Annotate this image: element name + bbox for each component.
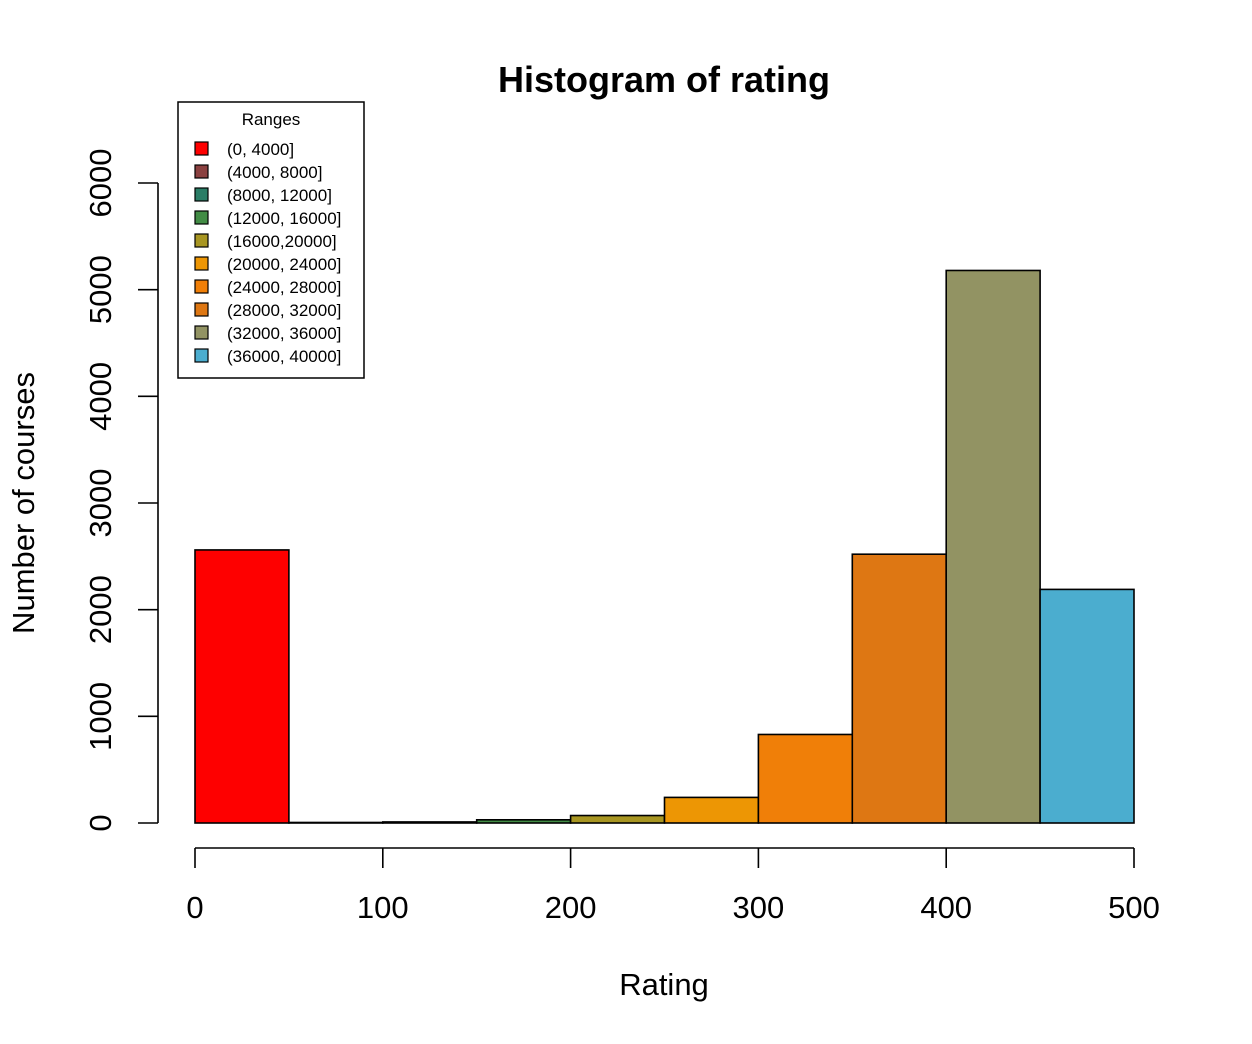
- legend-label: (12000, 16000]: [227, 209, 341, 228]
- chart-title: Histogram of rating: [498, 59, 830, 100]
- x-tick-label: 400: [920, 890, 972, 925]
- legend-title: Ranges: [242, 110, 301, 129]
- legend-swatch: [194, 187, 209, 202]
- histogram-bar: [569, 814, 666, 824]
- histogram-bar: [288, 821, 384, 824]
- legend-swatch: [194, 256, 209, 271]
- legend-label: (20000, 24000]: [227, 255, 341, 274]
- legend-swatch: [194, 279, 209, 294]
- histogram-bar: [663, 796, 760, 824]
- x-axis-title: Rating: [619, 967, 709, 1002]
- legend-label: (8000, 12000]: [227, 186, 332, 205]
- histogram-bar: [194, 549, 290, 824]
- y-tick-label: 5000: [83, 255, 118, 324]
- histogram-bar: [945, 269, 1041, 824]
- legend-label: (4000, 8000]: [227, 163, 322, 182]
- y-tick-label: 6000: [83, 149, 118, 218]
- legend-label: (0, 4000]: [227, 140, 294, 159]
- legend-label: (24000, 28000]: [227, 278, 341, 297]
- bars-group: [194, 269, 1135, 824]
- legend-label: (36000, 40000]: [227, 347, 341, 366]
- legend-items: (0, 4000] (4000, 8000] (8000, 12000] (12000…: [194, 140, 341, 366]
- y-tick-label: 1000: [83, 682, 118, 751]
- legend-label: (32000, 36000]: [227, 324, 341, 343]
- legend-swatch: [194, 302, 209, 317]
- x-tick-label: 500: [1108, 890, 1160, 925]
- y-tick-label: 2000: [83, 575, 118, 644]
- y-tick-label: 0: [83, 814, 118, 831]
- legend-swatch: [194, 141, 209, 156]
- legend-swatch: [194, 348, 209, 363]
- y-axis-title: Number of courses: [6, 372, 41, 634]
- y-tick-label: 4000: [83, 362, 118, 431]
- histogram-bar: [381, 821, 478, 824]
- histogram-bar: [851, 553, 947, 824]
- legend-swatch: [194, 210, 209, 225]
- histogram-bar: [1039, 588, 1135, 824]
- histogram-bar: [475, 818, 572, 824]
- legend-label: (16000,20000]: [227, 232, 337, 251]
- x-tick-label: 300: [733, 890, 785, 925]
- legend-box: [177, 101, 365, 379]
- histogram-bar: [757, 733, 854, 824]
- x-tick-label: 200: [545, 890, 597, 925]
- x-axis: 0 100 200 300 400 500: [186, 847, 1160, 925]
- legend-swatch: [194, 325, 209, 340]
- legend-label: (28000, 32000]: [227, 301, 341, 320]
- legend-swatch: [194, 164, 209, 179]
- legend: Ranges (0, 4000] (4000, 8000] (8000, 12000…: [177, 101, 365, 379]
- x-tick-label: 0: [186, 890, 203, 925]
- y-tick-label: 3000: [83, 469, 118, 538]
- legend-swatch: [194, 233, 209, 248]
- x-tick-label: 100: [357, 890, 409, 925]
- y-axis: 0 1000 2000 3000 4000 5000 6000: [83, 149, 159, 832]
